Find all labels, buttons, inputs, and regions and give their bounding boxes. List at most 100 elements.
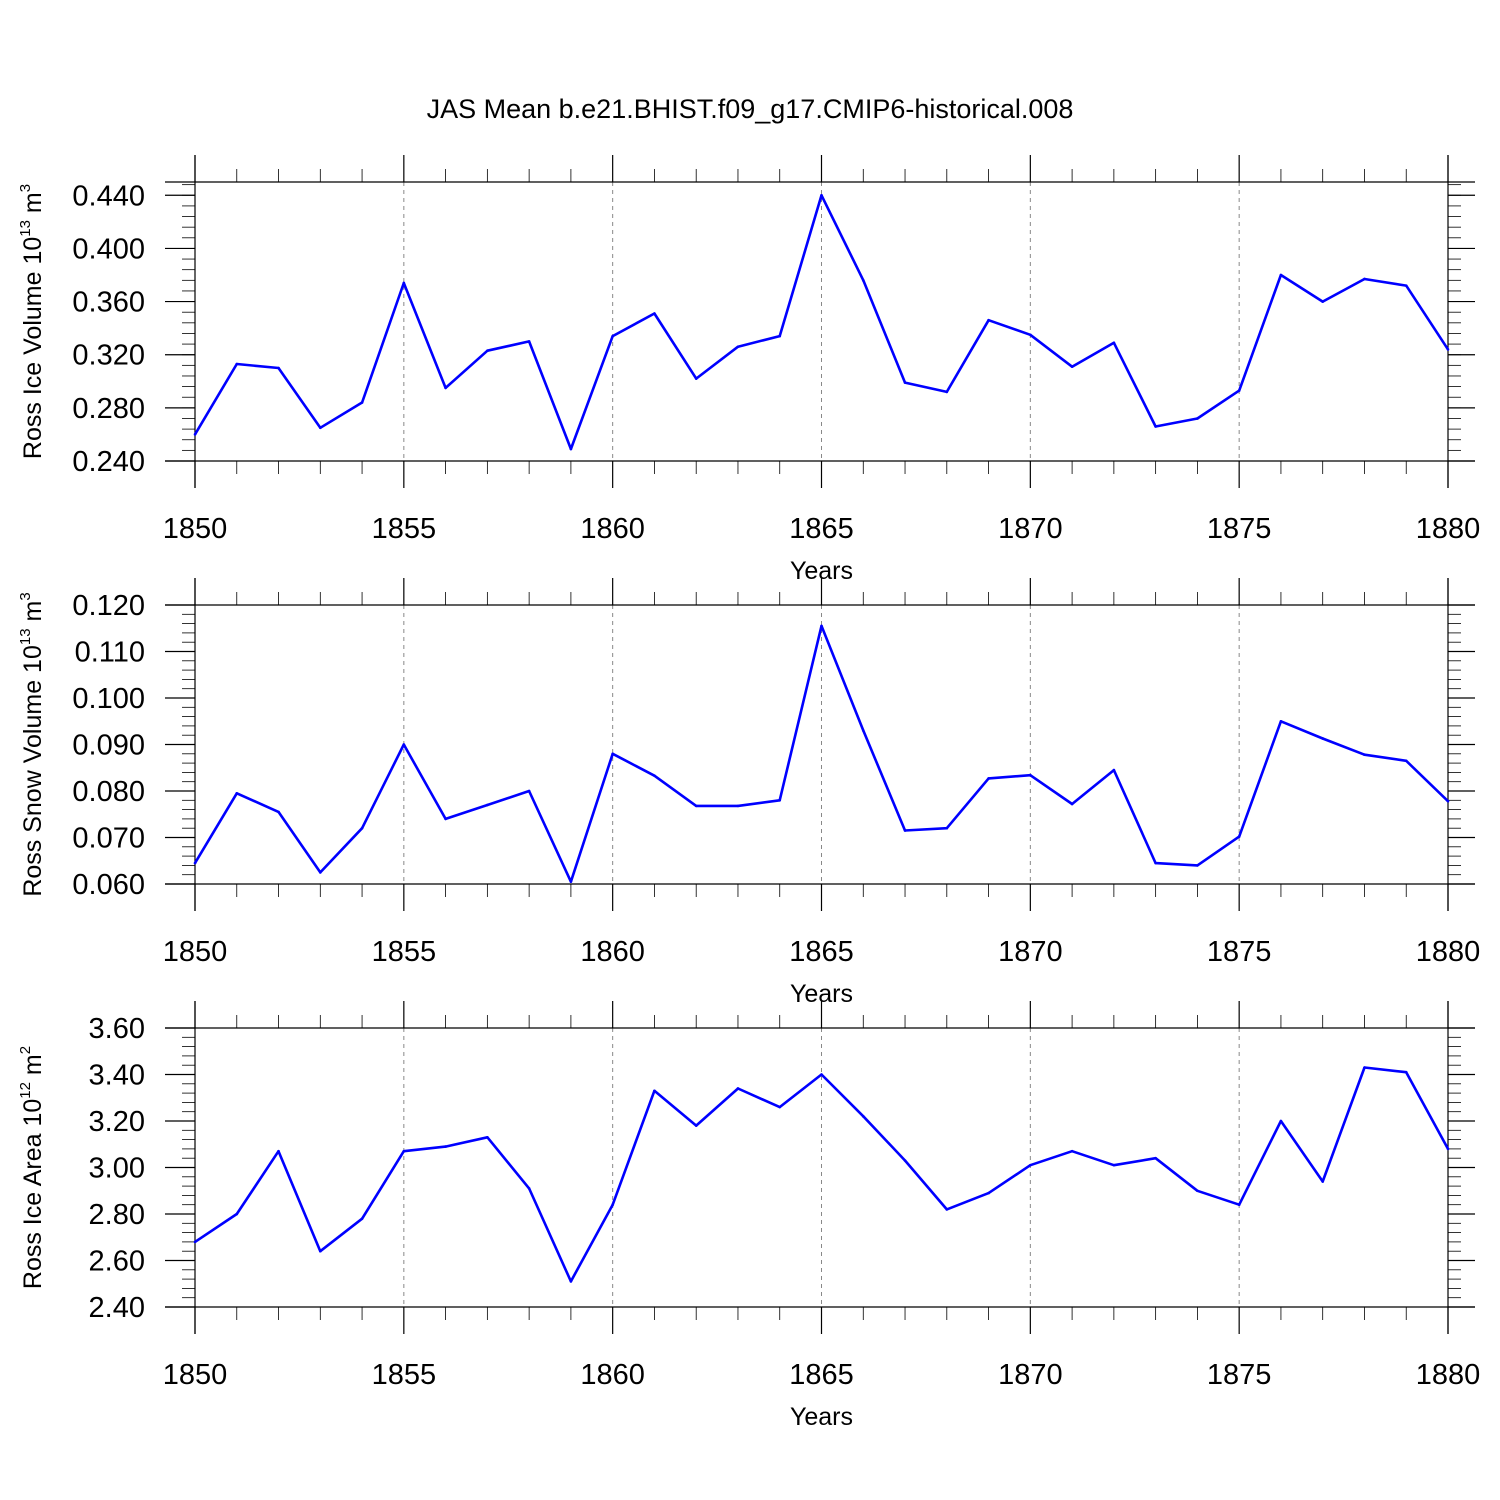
data-point xyxy=(611,334,614,338)
data-point xyxy=(1196,1189,1199,1193)
data-point xyxy=(987,1191,990,1195)
y-tick-label: 0.280 xyxy=(72,393,145,425)
data-point xyxy=(653,774,656,777)
data-point xyxy=(569,1280,573,1283)
x-tick-label: 1880 xyxy=(1416,936,1481,968)
data-point xyxy=(360,826,364,830)
data-point xyxy=(1070,1149,1074,1153)
x-tick-label: 1875 xyxy=(1207,936,1272,968)
data-point xyxy=(945,1208,949,1211)
data-point xyxy=(1279,719,1283,723)
panel-3: 2.40 2.60 2.80 3.00 3.20 3.40 3.60 1850 1855 1860… xyxy=(17,1001,1480,1431)
y-axis-title-exponent: 13 xyxy=(17,220,34,237)
y-axis-title-unit-exponent: 3 xyxy=(17,184,34,192)
y-tick-label: 0.120 xyxy=(72,590,145,622)
y-axis-title: Ross Snow Volume 1013 m3 xyxy=(17,592,47,896)
y-axis-title: Ross Ice Volume 1013 m3 xyxy=(17,184,47,459)
data-point xyxy=(820,193,823,197)
y-tick-label: 0.400 xyxy=(72,233,145,265)
y-tick-label: 0.360 xyxy=(72,287,145,319)
data-point xyxy=(1029,773,1032,777)
y-tick-label: 0.090 xyxy=(72,730,145,762)
y-axis-title-unit: m xyxy=(19,192,47,220)
data-point xyxy=(1446,348,1450,351)
data-point xyxy=(945,390,949,394)
y-tick-label: 0.070 xyxy=(72,823,145,855)
data-point xyxy=(444,386,447,390)
x-tick-label: 1860 xyxy=(580,936,645,968)
data-point xyxy=(527,1187,531,1190)
data-point xyxy=(1154,861,1157,865)
y-tick-label: 3.00 xyxy=(89,1153,145,1185)
panels: 0.240 0.280 0.320 0.360 0.400 0.440 1850 1855 18… xyxy=(17,155,1480,1431)
data-point xyxy=(1404,759,1408,763)
data-point xyxy=(1446,1147,1450,1151)
data-point xyxy=(1237,835,1241,838)
data-point xyxy=(319,1249,322,1253)
data-point xyxy=(235,1212,239,1216)
y-axis-title-unit-exponent: 2 xyxy=(17,1046,34,1054)
y-axis-title-unit-exponent: 3 xyxy=(17,592,34,600)
data-point xyxy=(1363,277,1366,281)
data-point xyxy=(1321,1180,1324,1183)
data-point xyxy=(1029,1163,1032,1167)
x-tick-label: 1860 xyxy=(580,1359,645,1391)
data-point xyxy=(1154,425,1157,428)
y-tick-label: 0.100 xyxy=(72,683,145,715)
y-tick-label: 0.240 xyxy=(72,446,145,478)
data-point xyxy=(861,279,865,282)
y-axis-title-unit: m xyxy=(19,1054,47,1082)
x-tick-label: 1870 xyxy=(998,936,1063,968)
data-point xyxy=(444,1145,447,1148)
data-point xyxy=(1112,341,1116,345)
data-point xyxy=(277,1149,280,1153)
y-axis-title-unit: m xyxy=(19,601,47,629)
data-point xyxy=(193,433,197,436)
y-axis-title-exponent: 13 xyxy=(17,628,34,645)
x-tick-label: 1850 xyxy=(163,936,228,968)
x-tick-label: 1880 xyxy=(1416,1359,1481,1391)
data-point xyxy=(1321,300,1324,303)
panel-1: 0.240 0.280 0.320 0.360 0.400 0.440 1850 1855 18… xyxy=(17,155,1480,585)
data-point xyxy=(277,366,280,370)
data-point xyxy=(1279,273,1283,277)
data-point xyxy=(360,401,364,404)
data-point xyxy=(653,312,656,315)
data-point xyxy=(1029,333,1032,337)
data-point xyxy=(402,1149,406,1153)
x-tick-label: 1875 xyxy=(1207,513,1272,545)
data-point xyxy=(1363,1066,1366,1069)
x-tick-label: 1865 xyxy=(789,936,854,968)
data-point xyxy=(1154,1156,1157,1160)
data-point xyxy=(193,1240,197,1244)
x-tick-label: 1860 xyxy=(580,513,645,545)
panel-2: 0.060 0.070 0.080 0.090 0.100 0.110 0.120 1850 1… xyxy=(17,578,1480,1008)
x-tick-label: 1870 xyxy=(998,1359,1063,1391)
y-axis-title-text: Ross Snow Volume 10 xyxy=(19,645,47,897)
y-tick-label: 0.440 xyxy=(72,180,145,212)
y-axis-title-text: Ross Ice Area 10 xyxy=(19,1099,47,1289)
data-point xyxy=(903,829,907,832)
data-point xyxy=(360,1217,364,1220)
data-point xyxy=(1404,284,1408,287)
data-point xyxy=(861,1115,865,1118)
data-point xyxy=(945,826,949,830)
data-point xyxy=(820,624,823,628)
x-tick-label: 1855 xyxy=(372,1359,437,1391)
x-tick-label: 1855 xyxy=(372,936,437,968)
data-point xyxy=(444,817,447,821)
y-tick-label: 0.080 xyxy=(72,776,145,808)
y-tick-label: 0.320 xyxy=(72,340,145,372)
data-point xyxy=(235,362,239,366)
x-tick-label: 1850 xyxy=(163,513,228,545)
data-point xyxy=(694,804,698,808)
y-tick-label: 2.60 xyxy=(89,1246,145,1278)
data-point xyxy=(1070,365,1074,368)
data-point xyxy=(1196,417,1199,420)
x-tick-label: 1865 xyxy=(789,1359,854,1391)
data-point xyxy=(1112,1163,1116,1167)
data-point xyxy=(486,1135,489,1139)
data-point xyxy=(778,799,782,802)
x-tick-label: 1850 xyxy=(163,1359,228,1391)
x-tick-label: 1875 xyxy=(1207,1359,1272,1391)
